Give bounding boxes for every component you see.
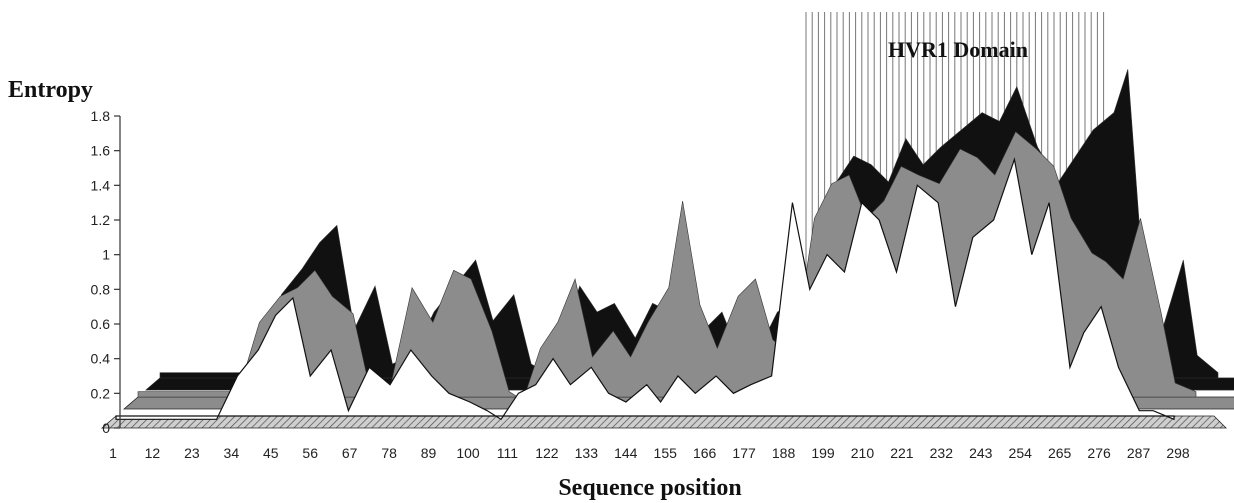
series-layer [100,69,1234,429]
x-tick-label: 232 [930,445,954,461]
y-tick-label: 0 [102,420,110,436]
x-tick-label: 67 [342,445,358,461]
x-tick-label: 287 [1127,445,1151,461]
x-tick-label: 254 [1009,445,1033,461]
x-tick-label: 78 [381,445,397,461]
y-tick-label: 1.8 [91,108,111,124]
series-2 [100,156,1227,429]
x-tick-label: 221 [890,445,914,461]
x-tick-label: 122 [535,445,559,461]
y-tick-label: 1.6 [91,143,111,159]
x-tick-label: 144 [614,445,638,461]
x-tick-label: 166 [693,445,717,461]
x-tick-label: 199 [811,445,835,461]
y-tick-label: 0.8 [91,281,111,297]
y-axis: 0 0.2 0.4 0.6 0.8 1 1.2 1.4 1.6 1.8 [91,108,121,436]
series-2-base [100,415,1227,429]
y-axis-title: Entropy [8,77,93,103]
x-axis-title: Sequence position [558,475,741,501]
x-tick-label: 133 [575,445,599,461]
y-tick-label: 1.2 [91,212,111,228]
x-tick-label: 89 [421,445,437,461]
y-tick-label: 0.6 [91,316,111,332]
y-tick-label: 1 [102,247,110,263]
x-tick-label: 243 [969,445,993,461]
x-tick-label: 155 [654,445,678,461]
x-tick-label: 100 [456,445,480,461]
x-tick-label: 56 [302,445,318,461]
series-2-area [115,156,1175,421]
x-tick-label: 23 [184,445,200,461]
x-tick-label: 276 [1087,445,1111,461]
y-tick-label: 0.4 [91,351,111,367]
x-tick-label: 298 [1166,445,1190,461]
x-tick-label: 12 [145,445,161,461]
x-tick-label: 45 [263,445,279,461]
x-tick-label: 210 [851,445,875,461]
x-tick-label: 188 [772,445,796,461]
y-tick-label: 1.4 [91,177,111,193]
y-tick-label: 0.2 [91,385,111,401]
x-tick-label: 111 [497,445,518,461]
x-tick-label: 34 [224,445,240,461]
x-tick-label: 265 [1048,445,1072,461]
x-tick-label: 1 [109,445,117,461]
x-axis: 1 12 23 34 45 56 67 78 89 100 111 122 133 144 155 166 17… [109,445,1190,461]
x-tick-label: 177 [732,445,756,461]
hvr1-domain-label: HVR1 Domain [888,37,1028,62]
